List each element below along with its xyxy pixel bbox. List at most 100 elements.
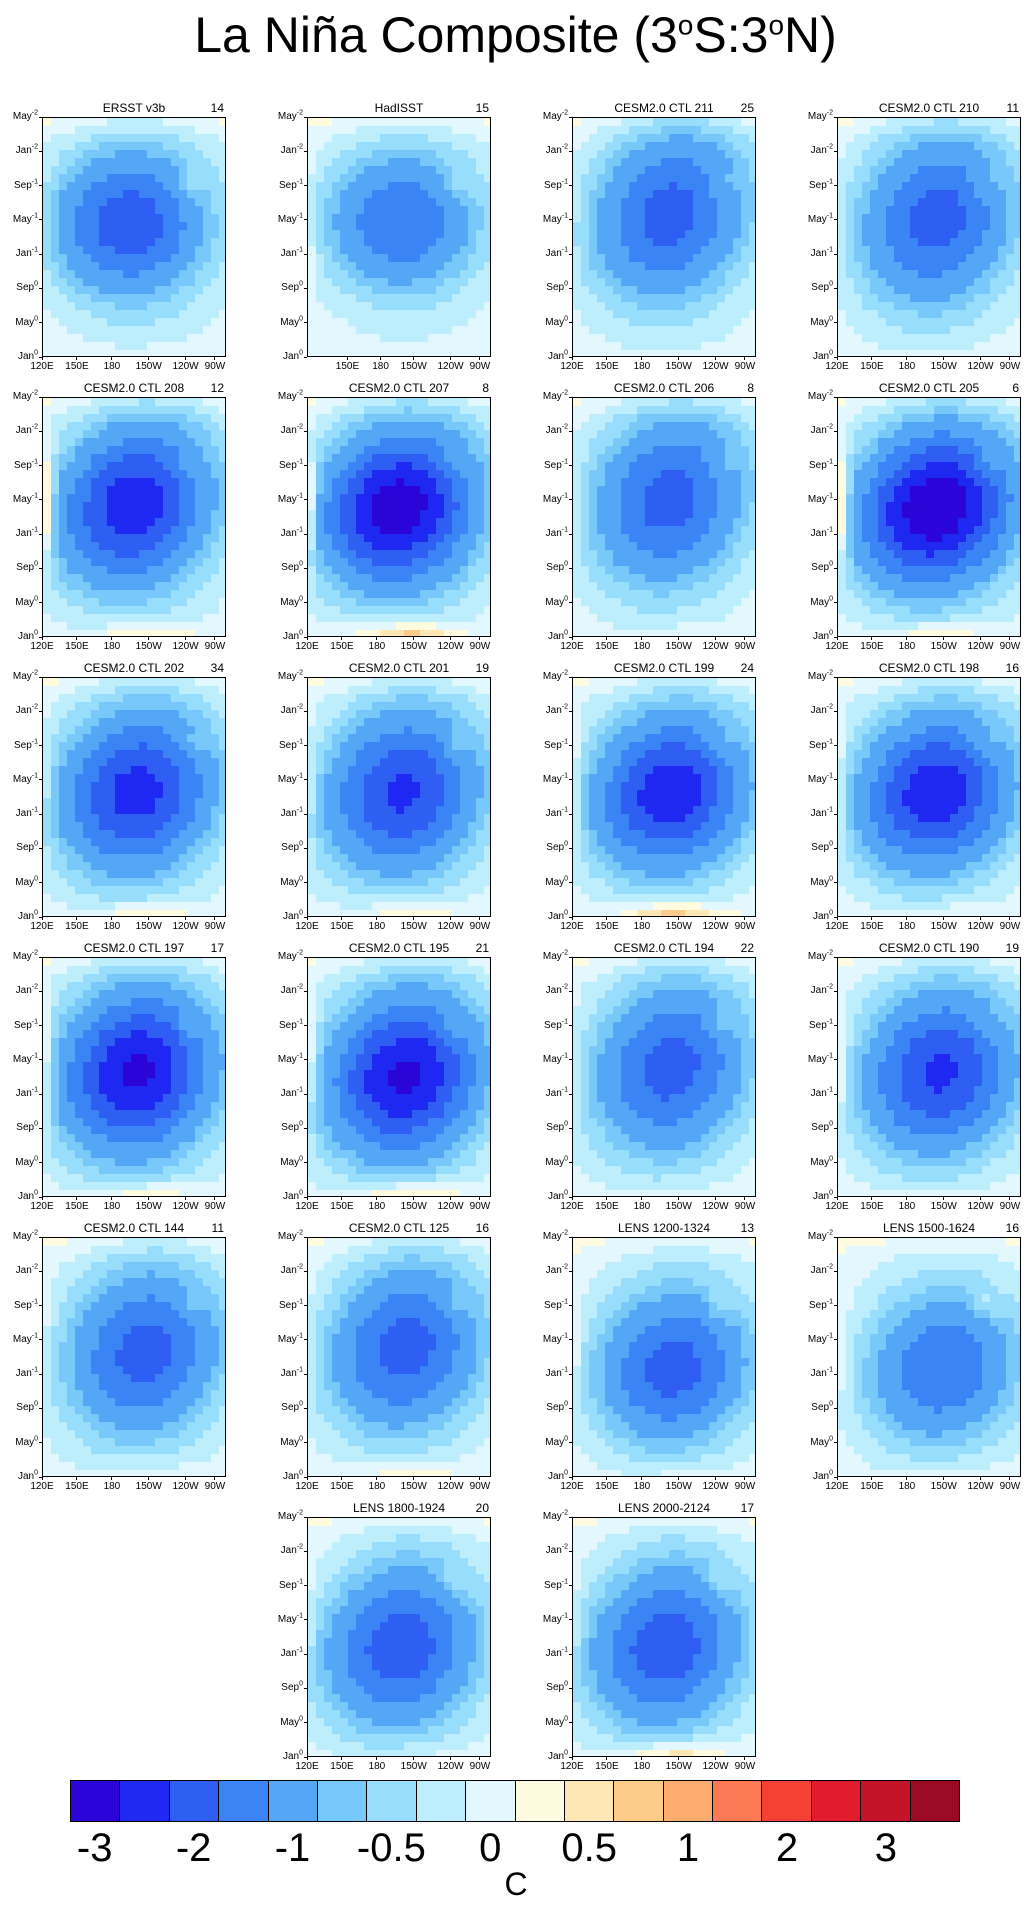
heatmap-cell	[340, 462, 349, 471]
heatmap-cell	[597, 454, 606, 463]
heatmap-cell	[974, 150, 983, 159]
heatmap-cell	[364, 326, 373, 335]
heatmap-cell	[187, 222, 196, 231]
heatmap-cell	[316, 294, 325, 303]
heatmap-cell	[958, 286, 967, 295]
heatmap-cell	[364, 174, 373, 183]
heatmap-cell	[179, 590, 188, 599]
heatmap-cell	[629, 222, 638, 231]
heatmap-cell	[420, 190, 429, 199]
heatmap-cell	[846, 326, 855, 335]
heatmap-cell	[661, 238, 670, 247]
heatmap-cell	[749, 438, 755, 447]
heatmap-cell	[380, 118, 389, 127]
heatmap-cell	[332, 614, 341, 623]
heatmap-cell	[131, 622, 140, 631]
heatmap-cell	[83, 526, 92, 535]
heatmap-cell	[677, 254, 686, 263]
heatmap-cell	[147, 558, 156, 567]
heatmap-cell	[669, 550, 678, 559]
heatmap-cell	[838, 270, 847, 279]
heatmap-cell	[203, 486, 212, 495]
heatmap-cell	[364, 630, 373, 636]
heatmap-cell	[123, 518, 132, 527]
heatmap-cell	[51, 446, 60, 455]
heatmap-cell	[163, 526, 172, 535]
heatmap-cell	[115, 398, 124, 407]
heatmap-cell	[573, 430, 582, 439]
heatmap-cell	[998, 158, 1007, 167]
heatmap-cell	[653, 414, 662, 423]
heatmap-cell	[123, 182, 132, 191]
heatmap-cell	[404, 278, 413, 287]
heatmap-cell	[862, 334, 871, 343]
y-tick	[834, 219, 837, 221]
heatmap-cell	[741, 310, 750, 319]
heatmap-cell	[308, 614, 317, 623]
heatmap-cell	[187, 342, 196, 351]
heatmap-cell	[75, 318, 84, 327]
heatmap-cell	[934, 294, 943, 303]
heatmap-cell	[91, 174, 100, 183]
panel-count: 14	[210, 101, 224, 115]
heatmap-cell	[717, 582, 726, 591]
heatmap-cell	[637, 614, 646, 623]
heatmap-cell	[709, 598, 718, 607]
heatmap-cell	[356, 422, 365, 431]
heatmap-cell	[380, 566, 389, 575]
heatmap-cell	[1014, 334, 1020, 343]
heatmap-cell	[725, 302, 734, 311]
heatmap-cell	[51, 478, 60, 487]
heatmap-cell	[428, 326, 437, 335]
y-tick-label: Jan0	[17, 629, 38, 642]
heatmap-cell	[364, 470, 373, 479]
heatmap-cell	[332, 334, 341, 343]
heatmap-cell	[324, 478, 333, 487]
heatmap-cell	[139, 414, 148, 423]
heatmap-cell	[468, 582, 477, 591]
heatmap-cell	[139, 494, 148, 503]
heatmap-cell	[484, 350, 490, 356]
heatmap-cell	[661, 246, 670, 255]
heatmap-cell	[51, 526, 60, 535]
heatmap-cell	[107, 438, 116, 447]
heatmap-cell	[67, 326, 76, 335]
heatmap-cell	[75, 174, 84, 183]
heatmap-cell	[75, 582, 84, 591]
heatmap-cell	[131, 462, 140, 471]
heatmap-cell	[420, 350, 429, 356]
y-tick-label: Jan0	[812, 349, 833, 362]
heatmap-cell	[380, 526, 389, 535]
heatmap-cell	[645, 334, 654, 343]
x-tick	[906, 357, 908, 360]
heatmap-cell	[637, 398, 646, 407]
heatmap-cell	[733, 430, 742, 439]
heatmap-cell	[1014, 142, 1020, 151]
heatmap-cell	[669, 566, 678, 575]
heatmap-cell	[187, 310, 196, 319]
heatmap-cell	[733, 158, 742, 167]
heatmap-cell	[324, 302, 333, 311]
heatmap-cell	[428, 142, 437, 151]
heatmap-cell	[637, 526, 646, 535]
heatmap-cell	[637, 550, 646, 559]
heatmap-cell	[749, 278, 755, 287]
heatmap-cell	[179, 574, 188, 583]
heatmap-cell	[589, 430, 598, 439]
heatmap-cell	[870, 302, 879, 311]
heatmap-cell	[862, 254, 871, 263]
heatmap-cell	[476, 182, 485, 191]
heatmap-cell	[131, 238, 140, 247]
heatmap-cell	[179, 534, 188, 543]
heatmap-cell	[950, 326, 959, 335]
heatmap-cell	[958, 174, 967, 183]
heatmap-cell	[581, 238, 590, 247]
heatmap-cell	[187, 446, 196, 455]
heatmap-cell	[669, 590, 678, 599]
heatmap-cell	[195, 310, 204, 319]
heatmap-cell	[733, 334, 742, 343]
heatmap-cell	[476, 534, 485, 543]
heatmap-cell	[966, 190, 975, 199]
heatmap-cell	[677, 318, 686, 327]
heatmap-cell	[187, 606, 196, 615]
